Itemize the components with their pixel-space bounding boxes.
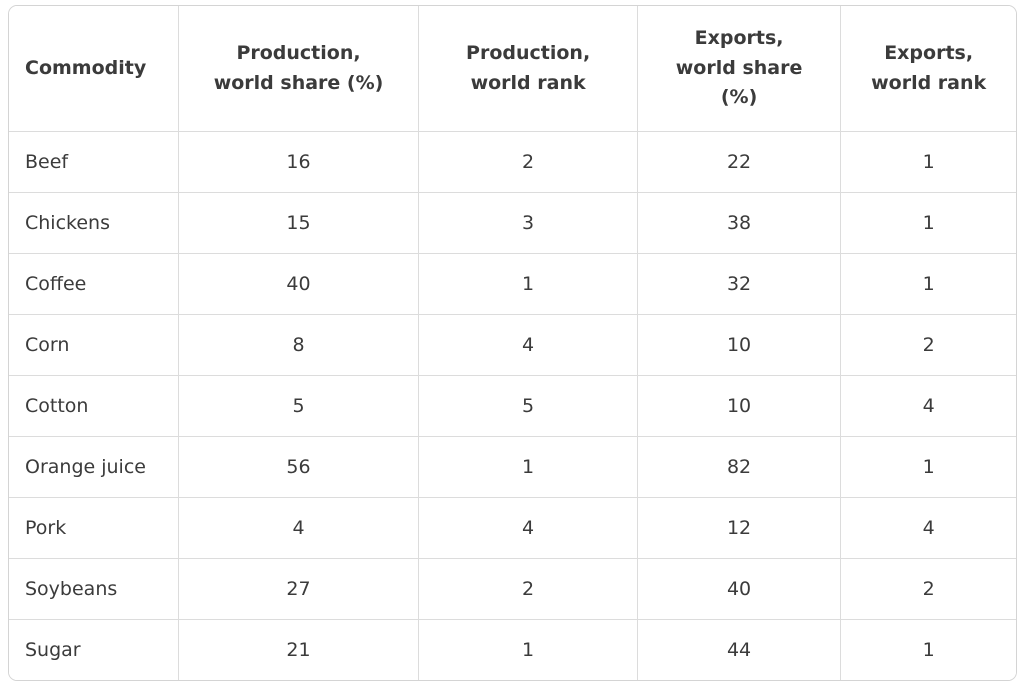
value-cell: 1	[840, 253, 1016, 315]
table-row: Beef 16 2 22 1	[9, 131, 1016, 193]
column-header-production: Production, world rank	[418, 6, 638, 132]
value-cell: 2	[840, 314, 1016, 376]
value-cell: 4	[840, 497, 1016, 559]
value-cell: 32	[636, 253, 842, 315]
value-cell: 1	[418, 436, 638, 498]
column-header-exports: Exports, world rank	[840, 6, 1016, 132]
value-cell: 1	[418, 253, 638, 315]
value-cell: 1	[840, 192, 1016, 254]
table-row: Soybeans 27 2 40 2	[9, 558, 1016, 620]
column-header-exports: Exports, world share (%)	[636, 6, 842, 132]
value-cell: 4	[177, 497, 420, 559]
value-cell: 10	[636, 375, 842, 437]
value-cell: 1	[840, 619, 1016, 680]
column-header-commodity: Commodity	[9, 6, 179, 132]
value-cell: 5	[177, 375, 420, 437]
commodity-name-cell: Coffee	[9, 253, 179, 315]
value-cell: 56	[177, 436, 420, 498]
value-cell: 44	[636, 619, 842, 680]
commodity-name-cell: Soybeans	[9, 558, 179, 620]
table-header: Commodity Production, world share (%) Prod…	[9, 6, 1016, 132]
commodity-name-cell: Pork	[9, 497, 179, 559]
table-row: Sugar 21 1 44 1	[9, 619, 1016, 680]
value-cell: 1	[840, 131, 1016, 193]
value-cell: 82	[636, 436, 842, 498]
commodity-table: Commodity Production, world share (%) Prod…	[9, 6, 1016, 680]
table-row: Chickens 15 3 38 1	[9, 192, 1016, 254]
value-cell: 27	[177, 558, 420, 620]
value-cell: 21	[177, 619, 420, 680]
commodity-name-cell: Sugar	[9, 619, 179, 680]
value-cell: 40	[636, 558, 842, 620]
commodity-name-cell: Corn	[9, 314, 179, 376]
value-cell: 15	[177, 192, 420, 254]
value-cell: 3	[418, 192, 638, 254]
table-row: Orange juice 56 1 82 1	[9, 436, 1016, 498]
commodity-name-cell: Beef	[9, 131, 179, 193]
commodity-name-cell: Orange juice	[9, 436, 179, 498]
value-cell: 16	[177, 131, 420, 193]
value-cell: 1	[840, 436, 1016, 498]
table-body: Beef 16 2 22 1 Chickens 15 3 38 1 Coffee 40 1 32 1 Corn…	[9, 131, 1016, 680]
table-row: Pork 4 4 12 4	[9, 497, 1016, 559]
value-cell: 38	[636, 192, 842, 254]
value-cell: 8	[177, 314, 420, 376]
commodity-table-container: Commodity Production, world share (%) Prod…	[8, 5, 1017, 681]
value-cell: 4	[840, 375, 1016, 437]
header-row: Commodity Production, world share (%) Prod…	[9, 6, 1016, 132]
table-row: Coffee 40 1 32 1	[9, 253, 1016, 315]
table-row: Cotton 5 5 10 4	[9, 375, 1016, 437]
value-cell: 4	[418, 314, 638, 376]
value-cell: 1	[418, 619, 638, 680]
commodity-name-cell: Chickens	[9, 192, 179, 254]
value-cell: 4	[418, 497, 638, 559]
table-row: Corn 8 4 10 2	[9, 314, 1016, 376]
value-cell: 2	[418, 558, 638, 620]
value-cell: 10	[636, 314, 842, 376]
column-header-production: Production, world share (%)	[177, 6, 420, 132]
value-cell: 2	[418, 131, 638, 193]
value-cell: 12	[636, 497, 842, 559]
value-cell: 5	[418, 375, 638, 437]
value-cell: 22	[636, 131, 842, 193]
value-cell: 40	[177, 253, 420, 315]
value-cell: 2	[840, 558, 1016, 620]
commodity-name-cell: Cotton	[9, 375, 179, 437]
